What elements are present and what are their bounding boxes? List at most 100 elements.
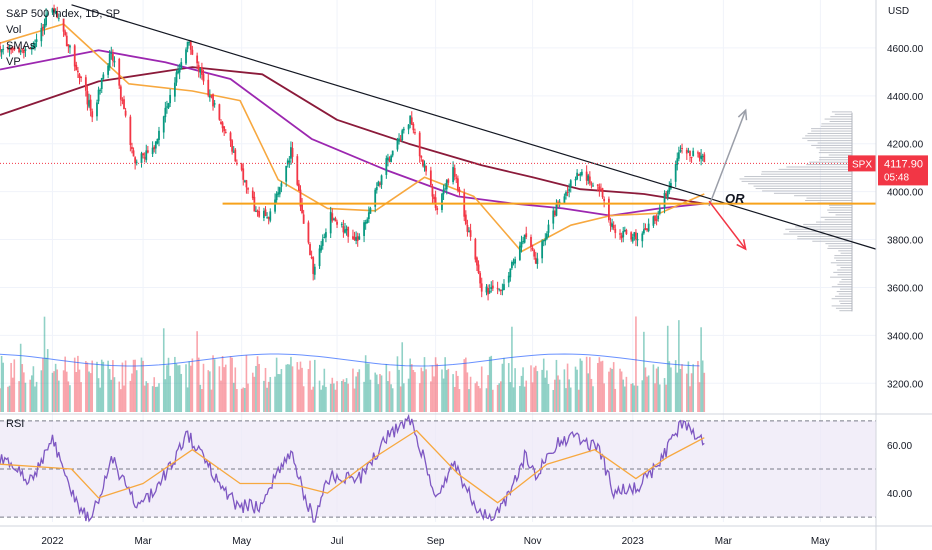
candle-body (242, 168, 245, 180)
candle-body (73, 45, 76, 67)
volume-bar (277, 374, 280, 412)
indicator-smas[interactable]: SMAs (6, 40, 36, 52)
volume-bar (355, 376, 357, 412)
candle-body (623, 230, 626, 232)
volume-bar (643, 331, 645, 412)
volume-bar (167, 357, 170, 412)
volume-profile-row (805, 200, 852, 202)
candle-body (501, 289, 504, 291)
candle-body (288, 160, 291, 163)
volume-bar (321, 385, 324, 412)
candle-body (167, 103, 170, 109)
volume-bar (590, 378, 593, 412)
volume-bar (679, 368, 682, 412)
volume-bar (619, 368, 621, 412)
candle-body (332, 218, 335, 220)
candle-body (320, 245, 323, 251)
volume-bar (11, 377, 14, 412)
volume-bar (110, 379, 113, 412)
volume-bar (558, 379, 561, 412)
candle-body (229, 132, 232, 141)
price-tick-label: 3200.00 (887, 379, 924, 390)
candle-body (485, 286, 488, 293)
candle-body (64, 31, 67, 35)
volume-bar (468, 389, 470, 412)
volume-bar (587, 373, 590, 412)
volume-bar (312, 386, 314, 412)
candle-body (0, 49, 3, 53)
candle-body (251, 190, 254, 199)
volume-bar (177, 365, 179, 412)
drawings[interactable]: OR SPX 4117.90 05:48 (0, 4, 928, 251)
time-tick-label: Mar (134, 536, 152, 547)
volume-bar (444, 357, 446, 412)
rsi-tick-label: 40.00 (887, 489, 912, 500)
candle-body (369, 208, 372, 214)
candle-body (592, 185, 594, 187)
volume-bar (577, 389, 580, 412)
candle-body (118, 58, 121, 86)
volume-bar (366, 363, 369, 412)
volume-profile-row (839, 281, 852, 283)
candle-body (35, 39, 38, 42)
candle-body (423, 163, 426, 168)
candle-body (366, 219, 369, 224)
volume-bar (636, 385, 639, 412)
volume-profile-row (818, 152, 852, 154)
volume-bar (552, 389, 555, 412)
indicator-vp[interactable]: VP (6, 56, 21, 68)
candle-body (490, 287, 493, 289)
volume-bar (531, 382, 534, 412)
indicator-vol[interactable]: Vol (6, 24, 22, 36)
volume-bar (75, 371, 78, 412)
volume-bar (557, 375, 559, 412)
volume-bar (566, 363, 569, 412)
volume-bar (264, 367, 267, 412)
volume-bar (498, 383, 501, 412)
candle-body (690, 156, 693, 158)
volume-profile-row (838, 293, 852, 295)
volume-bar (120, 389, 122, 412)
candle-body (312, 257, 315, 274)
candle-body (223, 126, 226, 132)
projection-up-arrow-shaft (708, 109, 747, 207)
volume-profile-row (805, 135, 852, 137)
candle-body (80, 77, 82, 79)
volume-profile-row (786, 166, 852, 168)
volume-bar (501, 363, 504, 412)
volume-bar (231, 357, 233, 412)
candle-body (180, 62, 183, 69)
candle-body (297, 183, 300, 191)
volume-bar (652, 364, 655, 412)
candle-body (379, 183, 381, 185)
volume-bar (363, 381, 365, 412)
volume-bar (99, 387, 101, 412)
candle-body (56, 12, 59, 18)
volume-bar (476, 381, 478, 412)
volume-bar (121, 362, 124, 412)
candle-body (301, 204, 303, 213)
volume-profile-row (785, 228, 852, 230)
volume-profile-row (835, 295, 852, 297)
volume-bar (131, 373, 133, 412)
rsi-title[interactable]: RSI (6, 418, 25, 430)
candle-body (177, 70, 179, 74)
volume-bar (409, 358, 411, 412)
volume-profile-row (834, 257, 852, 259)
volume-bar (274, 376, 276, 412)
volume-bar (42, 358, 44, 412)
volume-profile-row (773, 192, 852, 194)
volume-bar (213, 359, 216, 412)
candle-body (334, 218, 337, 222)
candle-body (402, 128, 405, 131)
volume-bar (8, 385, 11, 412)
volume-bar (296, 362, 299, 412)
candle-body (541, 241, 544, 259)
volume-bar (391, 388, 394, 412)
candle-body (278, 187, 281, 195)
volume-bar (507, 363, 510, 412)
candle-body (340, 224, 343, 226)
candle-body (142, 153, 144, 156)
volume-bar (425, 369, 427, 412)
